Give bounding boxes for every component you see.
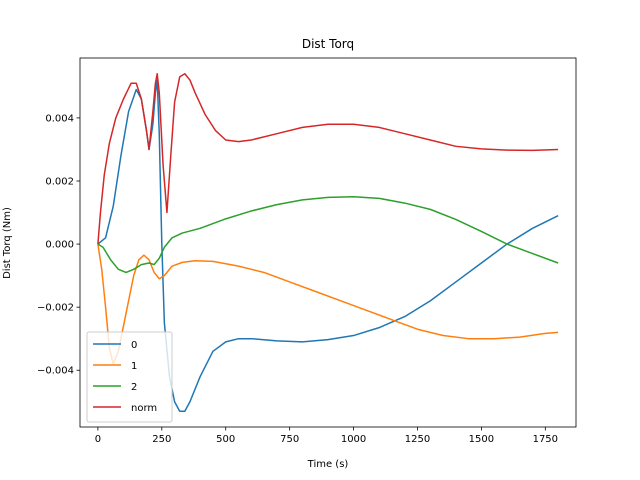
- legend-label-1: 1: [131, 361, 137, 372]
- x-tick-label: 1000: [341, 434, 366, 445]
- y-tick-label: −0.004: [37, 366, 74, 377]
- y-tick-label: 0.000: [45, 240, 74, 251]
- chart-title: Dist Torq: [302, 37, 354, 51]
- x-tick-label: 500: [216, 434, 235, 445]
- x-tick-label: 0: [95, 434, 101, 445]
- x-tick-label: 250: [152, 434, 171, 445]
- y-tick-label: −0.002: [37, 303, 74, 314]
- y-axis-label: Dist Torq (Nm): [2, 207, 13, 279]
- x-tick-label: 1500: [469, 434, 494, 445]
- y-tick-label: 0.004: [45, 113, 74, 124]
- legend-label-3: norm: [131, 403, 157, 414]
- series-line-2: [97, 196, 559, 274]
- y-tick-label: 0.002: [45, 177, 74, 188]
- y-axis: −0.004 −0.002 0.000 0.002 0.004: [37, 113, 80, 377]
- x-axis-label: Time (s): [307, 459, 349, 470]
- x-tick-label: 1250: [405, 434, 430, 445]
- x-tick-label: 1750: [533, 434, 558, 445]
- series-line-3: [97, 73, 559, 245]
- legend-label-2: 2: [131, 382, 137, 393]
- plot-frame: [79, 57, 577, 428]
- x-tick-label: 750: [280, 434, 299, 445]
- legend-box: [86, 331, 173, 423]
- legend: 0 1 2 norm: [86, 331, 173, 423]
- legend-label-0: 0: [131, 340, 137, 351]
- x-axis: 0 250 500 750 1000 1250 1500 1750: [95, 427, 558, 445]
